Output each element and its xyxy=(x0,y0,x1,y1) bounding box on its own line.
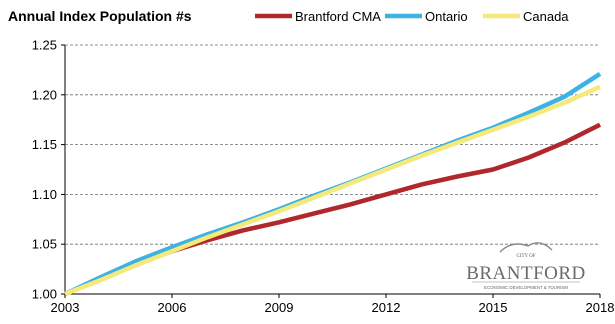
legend-label-ontario: Ontario xyxy=(425,9,468,24)
x-axis-ticks: 2003 2006 2009 2012 2015 2018 xyxy=(51,294,615,315)
y-tick-label: 1.10 xyxy=(32,187,57,202)
logo-subtitle: ECONOMIC DEVELOPMENT & TOURISM xyxy=(484,285,568,290)
x-tick-label: 2003 xyxy=(51,300,80,315)
y-tick-label: 1.05 xyxy=(32,237,57,252)
x-tick-label: 2015 xyxy=(479,300,508,315)
chart-title: Annual Index Population #s xyxy=(8,8,192,24)
y-tick-label: 1.00 xyxy=(32,287,57,302)
legend-label-canada: Canada xyxy=(523,9,569,24)
series-lines xyxy=(64,72,602,297)
x-tick-label: 2012 xyxy=(372,300,401,315)
x-tick-label: 2006 xyxy=(158,300,187,315)
brantford-logo: CITY OF BRANTFORD ECONOMIC DEVELOPMENT &… xyxy=(466,242,586,290)
x-tick-label: 2018 xyxy=(586,300,615,315)
series-line-canada xyxy=(64,84,601,297)
x-tick-label: 2009 xyxy=(265,300,294,315)
logo-name: BRANTFORD xyxy=(466,263,586,284)
legend: Brantford CMA Ontario Canada xyxy=(255,9,569,24)
y-tick-label: 1.20 xyxy=(32,87,57,102)
logo-swoosh-icon xyxy=(499,242,553,253)
legend-label-brantford-cma: Brantford CMA xyxy=(295,9,381,24)
y-tick-label: 1.15 xyxy=(32,137,57,152)
plot-area xyxy=(64,45,600,295)
gridlines xyxy=(65,44,600,245)
y-axis-ticks: 1.00 1.05 1.10 1.15 1.20 1.25 xyxy=(32,38,65,302)
y-tick-label: 1.25 xyxy=(32,38,57,53)
logo-top-text: CITY OF xyxy=(516,254,535,259)
